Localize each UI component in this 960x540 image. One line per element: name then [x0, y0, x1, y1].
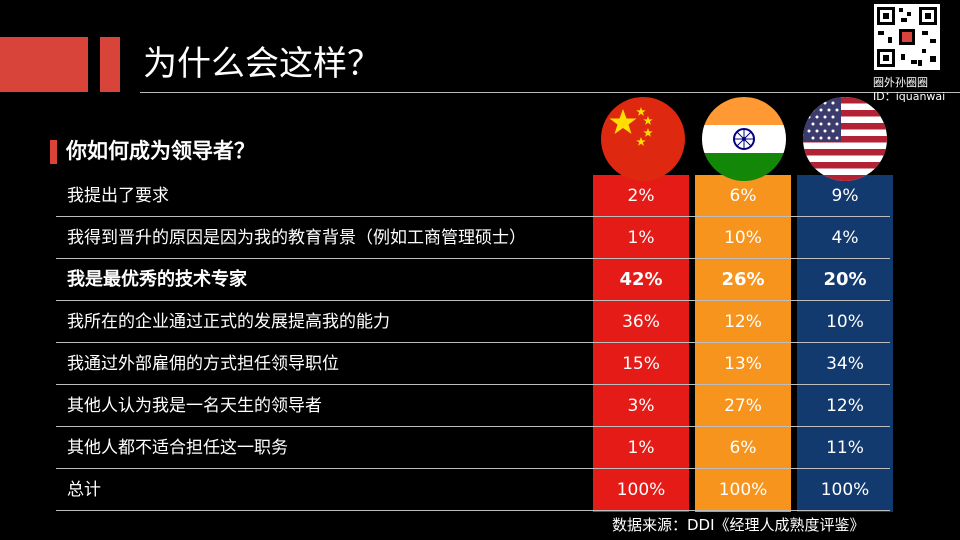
usa-flag-icon: [803, 97, 887, 181]
row-label: 我得到晋升的原因是因为我的教育背景（例如工商管理硕士）: [67, 228, 526, 248]
india-value: 10%: [724, 228, 762, 248]
table-row: 我通过外部雇佣的方式担任领导职位 15% 13% 34%: [56, 343, 890, 385]
china-value: 36%: [622, 312, 660, 332]
title-accent-block: [0, 37, 88, 92]
india-value: 6%: [729, 438, 757, 458]
usa-value: 100%: [820, 480, 870, 500]
brand-name: 圈外孙圈圈: [873, 76, 928, 89]
usa-value: 34%: [826, 354, 864, 374]
row-label: 我提出了要求: [67, 186, 169, 206]
china-column: [593, 175, 689, 512]
usa-value: 12%: [826, 396, 864, 416]
title-underline: [140, 92, 960, 93]
row-divider: [56, 510, 890, 511]
row-divider: [56, 258, 890, 259]
india-value: 13%: [724, 354, 762, 374]
table-row: 我所在的企业通过正式的发展提高我的能力 36% 12% 10%: [56, 301, 890, 343]
india-value: 27%: [724, 396, 762, 416]
china-value: 1%: [627, 228, 655, 248]
usa-value: 11%: [826, 438, 864, 458]
india-value: 6%: [729, 186, 757, 206]
row-label: 我是最优秀的技术专家: [67, 269, 247, 290]
usa-value: 9%: [831, 186, 859, 206]
question-marker: [50, 140, 57, 164]
china-value: 2%: [627, 186, 655, 206]
table-row: 我是最优秀的技术专家 42% 26% 20%: [56, 259, 890, 301]
row-divider: [56, 216, 890, 217]
title-accent-bar: [100, 37, 120, 92]
row-divider: [56, 426, 890, 427]
india-value: 26%: [721, 269, 765, 290]
china-value: 1%: [627, 438, 655, 458]
table-row: 其他人都不适合担任这一职务 1% 6% 11%: [56, 427, 890, 469]
table-row: 其他人认为我是一名天生的领导者 3% 27% 12%: [56, 385, 890, 427]
china-value: 15%: [622, 354, 660, 374]
source-note: 数据来源：DDI《经理人成熟度评鉴》: [612, 516, 865, 534]
china-value: 42%: [619, 269, 663, 290]
row-divider: [56, 468, 890, 469]
row-label: 我通过外部雇佣的方式担任领导职位: [67, 354, 339, 374]
usa-value: 20%: [823, 269, 867, 290]
china-flag-icon: [601, 97, 685, 181]
usa-value: 4%: [831, 228, 859, 248]
india-flag-icon: [702, 97, 786, 181]
china-value: 100%: [616, 480, 666, 500]
row-divider: [56, 300, 890, 301]
row-label: 其他人认为我是一名天生的领导者: [67, 396, 322, 416]
china-value: 3%: [627, 396, 655, 416]
india-value: 100%: [718, 480, 768, 500]
table-row: 我提出了要求 2% 6% 9%: [56, 175, 890, 217]
slide-title: 为什么会这样？: [143, 44, 381, 84]
row-divider: [56, 342, 890, 343]
row-divider: [56, 384, 890, 385]
table-row: 总计 100% 100% 100%: [56, 469, 890, 511]
question-heading: 你如何成为领导者？: [66, 139, 255, 163]
brand-id: ID：iquanwai: [873, 90, 946, 103]
row-label: 其他人都不适合担任这一职务: [67, 438, 288, 458]
usa-column: [797, 175, 893, 512]
qr-code-icon: [874, 4, 940, 70]
india-value: 12%: [724, 312, 762, 332]
usa-value: 10%: [826, 312, 864, 332]
india-column: [695, 175, 791, 512]
row-label: 我所在的企业通过正式的发展提高我的能力: [67, 312, 390, 332]
row-label: 总计: [67, 480, 101, 500]
table-row: 我得到晋升的原因是因为我的教育背景（例如工商管理硕士） 1% 10% 4%: [56, 217, 890, 259]
